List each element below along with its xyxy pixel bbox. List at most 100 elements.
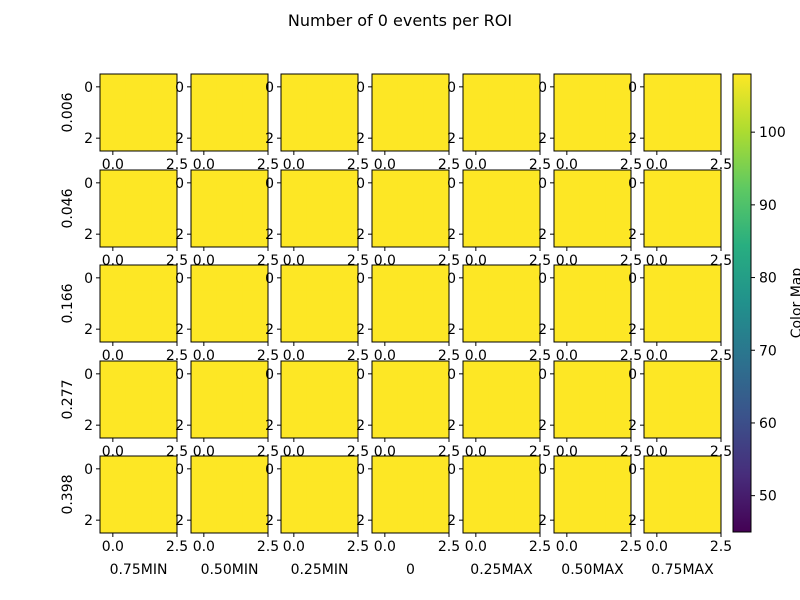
heatmap-cell	[332, 361, 359, 388]
heatmap-cell	[669, 481, 696, 508]
heatmap-cell	[216, 125, 243, 152]
heatmap-cell	[281, 316, 308, 343]
x-tick-label: 0.0	[193, 539, 215, 555]
y-tick-label: 0	[538, 367, 547, 383]
panel-r1-c4: 020.0 2.5	[447, 169, 551, 269]
colorbar-tick-label: 100	[759, 125, 786, 141]
heatmap-cell	[306, 456, 333, 483]
heatmap-cell	[372, 481, 399, 508]
x-tick-label: 0.0	[283, 348, 305, 364]
heatmap-cell	[216, 221, 243, 248]
heatmap-cell	[332, 386, 359, 413]
panel-r2-c4: 0 2 0.0 2.5	[447, 264, 551, 364]
y-tick-label: 0	[538, 176, 547, 192]
heatmap-cell	[100, 316, 127, 343]
heatmap-cell	[463, 170, 490, 197]
heatmap-cell	[191, 316, 218, 343]
x-tick-label: 2.5	[438, 539, 460, 555]
heatmap-cell	[397, 195, 424, 222]
x-tick-label: 2.5	[438, 157, 460, 173]
heatmap-cell	[488, 481, 515, 508]
heatmap-cell	[306, 74, 333, 101]
panel-frame	[371, 264, 450, 343]
panel-r0-c4: 0 2 0.0 2.5	[447, 73, 551, 173]
heatmap-cell	[281, 412, 308, 439]
heatmap-cell	[100, 74, 127, 101]
y-tick-label: 2	[628, 131, 637, 147]
y-tick-label: 2	[628, 418, 637, 434]
heatmap-cell	[332, 456, 359, 483]
heatmap-cell	[216, 170, 243, 197]
y-tick-label: 0	[265, 271, 274, 287]
heatmap-cell	[332, 99, 359, 126]
heatmap-cell	[644, 456, 671, 483]
heatmap-cell	[306, 412, 333, 439]
heatmap-cell	[554, 170, 581, 197]
y-tick-label: 0	[447, 462, 456, 478]
heatmap-cell	[605, 507, 632, 534]
heatmap-cell	[644, 125, 671, 152]
panel-frame	[99, 169, 178, 248]
heatmap-cell	[605, 412, 632, 439]
heatmap-cell	[242, 195, 269, 222]
heatmap-cell	[372, 74, 399, 101]
heatmap-cell	[191, 99, 218, 126]
heatmap-cell	[100, 170, 127, 197]
heatmap-cell	[488, 195, 515, 222]
heatmap-cell	[554, 481, 581, 508]
heatmap-cell	[463, 456, 490, 483]
heatmap-cell	[151, 170, 178, 197]
heatmap-cell	[423, 456, 450, 483]
heatmap-cell	[281, 290, 308, 317]
heatmap-cell	[242, 125, 269, 152]
heatmap-cell	[695, 361, 722, 388]
panel-r3-c0: 020.0 2.5	[84, 360, 188, 460]
heatmap-cell	[488, 507, 515, 534]
heatmap-cell	[306, 265, 333, 292]
heatmap-cell	[332, 507, 359, 534]
y-tick-label: 2	[447, 322, 456, 338]
colorbar-label: Color Map	[789, 268, 800, 339]
y-tick-label: 0	[447, 176, 456, 192]
y-tick-label: 0	[356, 176, 365, 192]
heatmap-cell	[605, 361, 632, 388]
panel-r0-c5: 0 2 0.0 2.5	[538, 73, 642, 173]
panel-frame	[99, 264, 178, 343]
heatmap-cell	[423, 265, 450, 292]
y-tick-label: 0	[628, 80, 637, 96]
heatmap-cell	[554, 507, 581, 534]
heatmap-cell	[423, 481, 450, 508]
heatmap-cell	[151, 125, 178, 152]
heatmap-cell	[125, 290, 152, 317]
y-tick-label: 0	[265, 462, 274, 478]
y-tick-label: 2	[175, 418, 184, 434]
heatmap-cell	[488, 290, 515, 317]
heatmap-cell	[151, 221, 178, 248]
panel-frame	[190, 360, 269, 439]
heatmap-cell	[281, 74, 308, 101]
heatmap-cell	[605, 195, 632, 222]
heatmap-cell	[151, 361, 178, 388]
heatmap-cell	[332, 170, 359, 197]
heatmap-cell	[191, 412, 218, 439]
heatmap-cell	[125, 481, 152, 508]
y-tick-label: 0	[84, 176, 93, 192]
heatmap-cell	[605, 316, 632, 343]
y-tick-label: 0	[265, 80, 274, 96]
heatmap-cell	[151, 316, 178, 343]
x-tick-label: 2.5	[620, 157, 642, 173]
heatmap-cell	[306, 99, 333, 126]
heatmap-cell	[695, 125, 722, 152]
heatmap-cell	[554, 99, 581, 126]
heatmap-cell	[125, 412, 152, 439]
heatmap-cell	[216, 195, 243, 222]
heatmap-cell	[242, 361, 269, 388]
y-tick-label: 2	[175, 513, 184, 529]
heatmap-cell	[332, 316, 359, 343]
heatmap-cell	[397, 386, 424, 413]
y-tick-label: 0	[628, 176, 637, 192]
heatmap-cell	[554, 74, 581, 101]
x-tick-label: 0.0	[102, 539, 124, 555]
heatmap-cell	[216, 265, 243, 292]
y-tick-label: 2	[175, 322, 184, 338]
